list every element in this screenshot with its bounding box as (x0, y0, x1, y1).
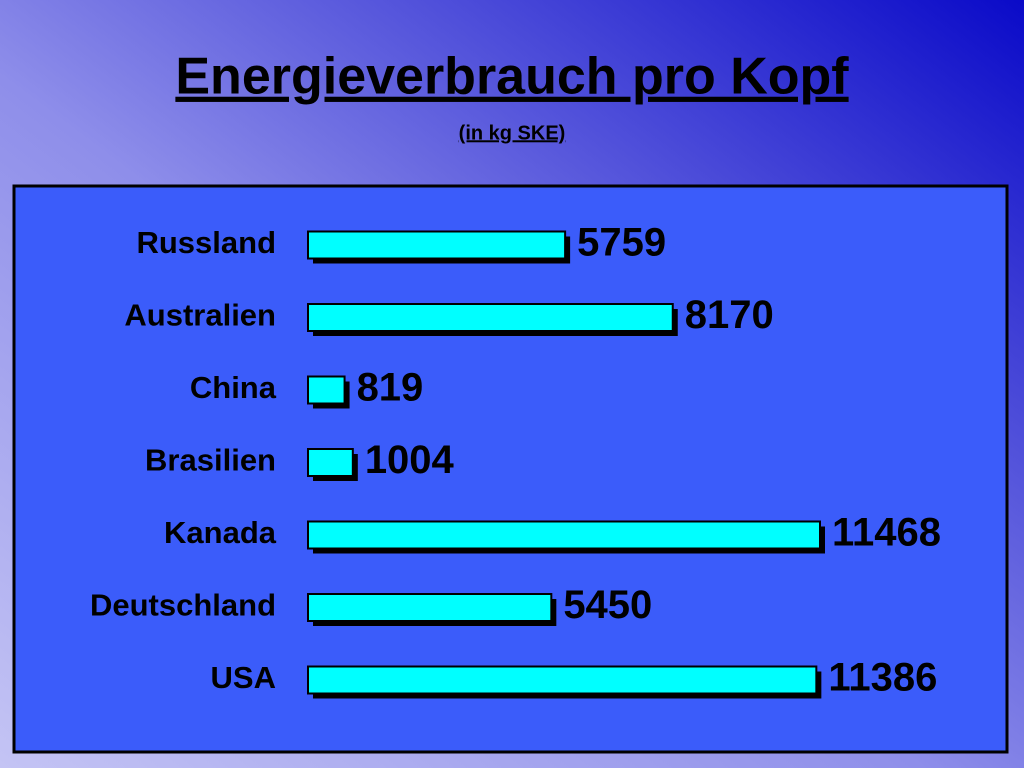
bar (307, 665, 818, 695)
bar (307, 230, 567, 260)
value-label: 11468 (832, 511, 941, 555)
plot-panel (12, 184, 1009, 754)
category-label: Russland (136, 225, 276, 260)
bar (307, 593, 553, 622)
bar (307, 375, 346, 405)
bar (307, 520, 821, 550)
value-label: 5759 (577, 221, 666, 265)
value-label: 5450 (563, 583, 652, 627)
bar (307, 303, 674, 332)
category-label: USA (211, 660, 276, 695)
category-label: Deutschland (90, 588, 276, 623)
value-label: 1004 (365, 438, 455, 482)
category-label: Brasilien (145, 443, 276, 478)
category-label: China (190, 370, 277, 405)
category-label: Kanada (164, 515, 277, 550)
chart-subtitle: (in kg SKE) (459, 122, 566, 144)
category-label: Australien (124, 298, 276, 333)
value-label: 8170 (685, 293, 774, 337)
bar (307, 448, 354, 477)
value-label: 819 (357, 366, 424, 410)
value-label: 11386 (828, 656, 937, 700)
chart-title: Energieverbrauch pro Kopf (175, 48, 849, 106)
